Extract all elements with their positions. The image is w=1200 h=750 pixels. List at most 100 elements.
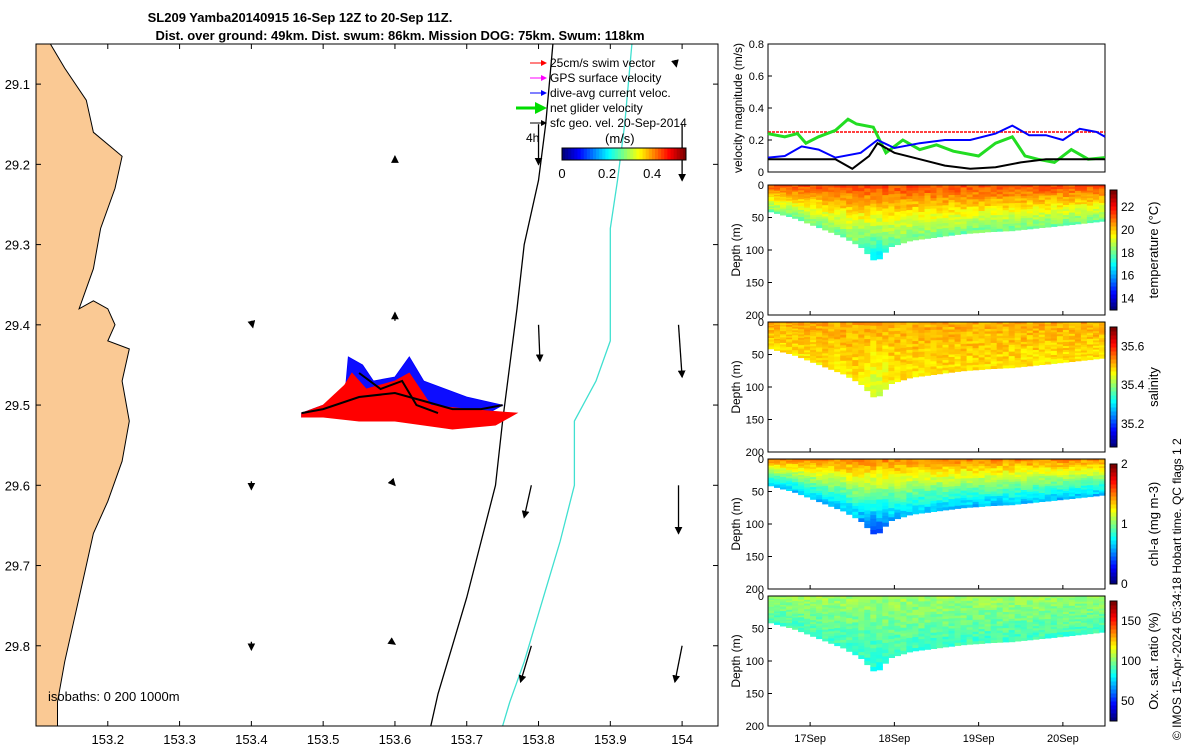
oxygen-cell bbox=[804, 616, 811, 620]
salinity-cell bbox=[1050, 338, 1058, 342]
salinity-cell bbox=[774, 330, 781, 333]
oxygen-cell bbox=[930, 640, 938, 644]
temperature-cell bbox=[846, 190, 853, 194]
chl-a-cell bbox=[936, 477, 944, 481]
oxygen-cell bbox=[1068, 596, 1076, 599]
chl-a-cell bbox=[846, 478, 853, 482]
oxygen-cell bbox=[774, 600, 781, 603]
temperature-cell bbox=[822, 198, 829, 202]
oxygen-cell bbox=[804, 620, 811, 624]
chl-a-cell bbox=[1086, 487, 1094, 490]
map-x-ticks: 153.2 153.3 153.4 153.5 153.6 153.7 153.8 153.9… bbox=[92, 44, 693, 747]
temperature-cell bbox=[1093, 214, 1100, 217]
oxygen-cell bbox=[960, 637, 968, 641]
oxygen-cell bbox=[912, 620, 919, 624]
salinity-cell bbox=[822, 346, 829, 350]
temperature-cell bbox=[870, 237, 877, 242]
temperature-cell bbox=[906, 215, 913, 220]
oxygen-cell bbox=[1050, 606, 1058, 609]
temperature-cell bbox=[1008, 191, 1016, 195]
chl-a-cell bbox=[804, 485, 811, 488]
salinity-cell bbox=[1050, 348, 1058, 352]
salinity-cell bbox=[942, 365, 950, 369]
oxygen-cell bbox=[834, 625, 841, 629]
chl-a-cell bbox=[834, 491, 841, 495]
salinity-cell bbox=[1074, 349, 1082, 352]
temperature-cell bbox=[1014, 205, 1022, 208]
chl-a-cell bbox=[1093, 482, 1100, 486]
chl-a-cell bbox=[996, 479, 1004, 483]
chl-a-cell bbox=[1044, 473, 1052, 477]
oxygen-cell bbox=[828, 600, 835, 604]
oxygen-cell bbox=[996, 630, 1004, 634]
oxygen-cell bbox=[984, 617, 992, 620]
temperature-cell bbox=[888, 231, 895, 235]
salinity-cell bbox=[852, 374, 859, 379]
temperature-cbar-cell bbox=[1110, 238, 1117, 243]
salinity-cell bbox=[810, 360, 817, 363]
oxygen-cell bbox=[1080, 624, 1088, 628]
velocity-y-ticks: 00.20.40.60.8 bbox=[749, 39, 772, 179]
temperature-cell bbox=[882, 208, 889, 213]
oxygen-cell bbox=[1062, 632, 1070, 635]
oxygen-cell bbox=[1086, 612, 1094, 616]
map-cbar-cell-8 bbox=[586, 148, 591, 160]
oxygen-cell bbox=[840, 634, 847, 638]
temperature-cell bbox=[954, 192, 962, 196]
temperature-cell bbox=[1056, 205, 1064, 208]
chl-a-cell bbox=[1026, 461, 1034, 464]
temperature-cell bbox=[912, 198, 919, 202]
salinity-cell bbox=[828, 343, 835, 347]
temperature-cell bbox=[918, 217, 925, 221]
temperature-cell bbox=[966, 206, 974, 210]
oxygen-cell bbox=[900, 607, 907, 611]
salinity-cell bbox=[960, 331, 968, 335]
chl-a-cell bbox=[942, 502, 950, 506]
oxygen-cbar-cell bbox=[1110, 693, 1117, 698]
chl-a-cell bbox=[990, 472, 998, 476]
salinity-cell bbox=[888, 328, 895, 332]
temperature-ytick-label-2: 100 bbox=[746, 245, 764, 257]
temperature-cell bbox=[864, 229, 871, 234]
temperature-cell bbox=[1099, 204, 1106, 208]
salinity-cell bbox=[960, 322, 968, 325]
chl-a-cell bbox=[930, 490, 938, 494]
salinity-cell bbox=[912, 374, 919, 378]
salinity-cell bbox=[858, 371, 865, 376]
salinity-cell bbox=[828, 345, 835, 349]
temperature-cell bbox=[996, 217, 1004, 221]
temperature-cell bbox=[888, 188, 895, 192]
oxygen-cell bbox=[852, 631, 859, 635]
oxygen-cell bbox=[780, 624, 787, 627]
oxygen-cell bbox=[900, 642, 907, 646]
salinity-cell bbox=[906, 375, 913, 379]
map-ytick-label-1: 29.2 bbox=[5, 157, 30, 172]
chl-a-cell bbox=[1032, 474, 1040, 477]
chl-a-cell bbox=[930, 495, 938, 499]
oxygen-cell bbox=[972, 631, 980, 635]
oxygen-cell bbox=[1050, 612, 1058, 616]
salinity-cell bbox=[774, 329, 781, 332]
oxygen-cell bbox=[1020, 631, 1028, 635]
salinity-cell bbox=[942, 329, 950, 333]
temperature-cell bbox=[1002, 205, 1010, 209]
salinity-cell bbox=[1032, 328, 1040, 332]
oxygen-cell bbox=[798, 601, 805, 604]
chl-a-cell bbox=[882, 472, 889, 477]
salinity-cell bbox=[810, 322, 817, 325]
map-ytick-label-6: 29.7 bbox=[5, 559, 30, 574]
temperature-cell bbox=[930, 221, 938, 225]
salinity-cell bbox=[1074, 335, 1082, 339]
chl-a-cell bbox=[1050, 465, 1058, 468]
oxygen-cell bbox=[870, 644, 877, 649]
oxygen-cell bbox=[780, 606, 787, 609]
oxygen-cell bbox=[954, 625, 962, 629]
temperature-cell bbox=[984, 206, 992, 209]
temperature-cell bbox=[816, 191, 823, 195]
temperature-cell bbox=[774, 204, 781, 207]
chl-a-cell bbox=[1068, 474, 1076, 478]
chl-a-cell bbox=[1044, 475, 1052, 479]
temperature-cell bbox=[1050, 197, 1058, 201]
chl-a-cell bbox=[978, 485, 986, 488]
